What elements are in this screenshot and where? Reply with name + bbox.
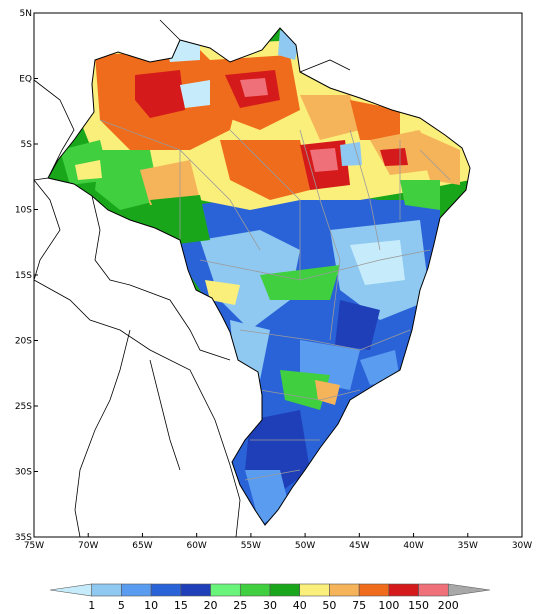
lat-tick-label: EQ <box>19 75 32 85</box>
colorbar-swatch <box>49 583 93 597</box>
colorbar-label: 200 <box>438 599 459 612</box>
colorbar-label: 10 <box>144 599 158 612</box>
lon-tick-label: 70W <box>78 541 98 551</box>
lat-tick-label: 5N <box>20 9 32 19</box>
colorbar-swatch <box>418 583 449 597</box>
colorbar-label: 15 <box>174 599 188 612</box>
state-lines <box>99 119 451 481</box>
lon-tick-label: 60W <box>186 541 206 551</box>
lon-tick-label: 30W <box>512 541 532 551</box>
colorbar-label: 75 <box>352 599 366 612</box>
colorbar-swatch <box>210 583 241 597</box>
lon-tick-label: 55W <box>241 541 261 551</box>
colorbar-swatch <box>150 583 182 597</box>
colorbar-swatch <box>121 583 152 597</box>
lon-tick-label: 40W <box>403 541 423 551</box>
lon-tick-label: 45W <box>349 541 369 551</box>
colorbar-swatch <box>447 583 491 597</box>
colorbar-swatch <box>180 583 211 597</box>
colorbar-swatch <box>239 583 271 597</box>
colorbar-swatch <box>388 583 419 597</box>
precipitation-colorbar: 1 5 10 15 20 25 30 40 50 75 100 150 200 <box>49 583 491 612</box>
colorbar-label: 1 <box>88 599 95 612</box>
colorbar-swatch <box>269 583 301 597</box>
lon-tick-label: 65W <box>132 541 152 551</box>
latitude-axis: 5N EQ 5S 10S 15S 20S 25S 30S 35S <box>15 9 38 543</box>
colorbar-label: 40 <box>293 599 307 612</box>
colorbar-swatch <box>329 583 360 597</box>
lat-tick-label: 35S <box>15 533 32 543</box>
colorbar-label: 50 <box>322 599 336 612</box>
colorbar-label: 30 <box>263 599 277 612</box>
colorbar-swatch <box>91 583 122 597</box>
colorbar-swatch <box>358 583 390 597</box>
colorbar-swatch <box>299 583 330 597</box>
lat-tick-label: 30S <box>15 468 32 478</box>
lon-tick-label: 50W <box>295 541 315 551</box>
colorbar-label: 100 <box>378 599 399 612</box>
colorbar-label: 5 <box>118 599 125 612</box>
lat-tick-label: 25S <box>15 402 32 412</box>
lat-tick-label: 15S <box>15 271 32 281</box>
longitude-axis: 75W 70W 65W 60W 55W 50W 45W 40W 35W 30W <box>24 533 532 551</box>
colorbar-label: 150 <box>408 599 429 612</box>
lon-tick-label: 75W <box>24 541 44 551</box>
lat-tick-label: 5S <box>21 140 33 150</box>
lat-tick-label: 20S <box>15 337 32 347</box>
colorbar-label: 20 <box>204 599 218 612</box>
colorbar-label: 25 <box>233 599 247 612</box>
continent-outlines <box>33 19 351 538</box>
lat-tick-label: 10S <box>15 206 32 216</box>
lon-tick-label: 35W <box>458 541 478 551</box>
